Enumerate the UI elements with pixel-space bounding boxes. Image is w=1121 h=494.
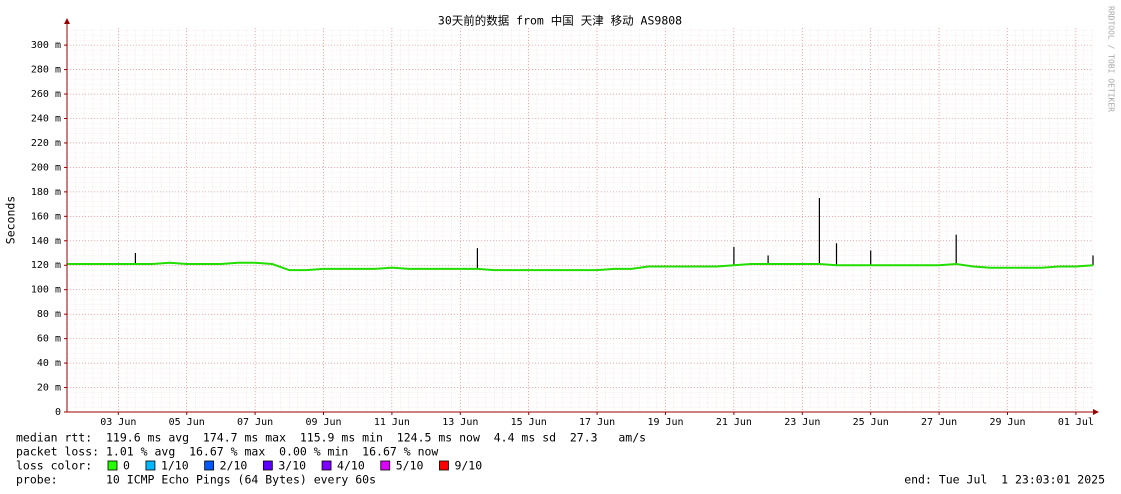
loss-legend-label: 9/10 [454,459,482,473]
x-tick-label: 15 Jun [511,417,547,428]
x-tick-label: 19 Jun [647,417,683,428]
x-tick-label: 21 Jun [716,417,752,428]
y-tick-label: 0 [55,407,61,418]
loss-legend: 0 1/10 2/10 3/10 4/10 5/10 9/10 [107,459,482,473]
x-tick-label: 05 Jun [169,417,205,428]
x-tick-label: 13 Jun [442,417,478,428]
y-tick-label: 160 m [31,211,61,222]
loss-color-label: loss color: [16,459,92,473]
minor-grid [67,28,1093,412]
plot [67,197,1094,272]
loss-swatch [380,460,391,471]
loss-legend-label: 2/10 [220,459,248,473]
x-tick-label: 07 Jun [237,417,273,428]
y-tick-label: 140 m [31,236,61,247]
loss-swatch [262,460,273,471]
watermark: RRDTOOL / TOBI OETIKER [1107,6,1116,112]
x-tick-label: 23 Jun [784,417,820,428]
loss-legend-label: 4/10 [337,459,365,473]
y-tick-label: 200 m [31,162,61,173]
loss-swatch [321,460,332,471]
y-tick-label: 260 m [31,89,61,100]
stats-line: median rtt: 119.6 ms avg 174.7 ms max 11… [16,431,646,445]
median-line [67,261,1094,272]
x-tick-label: 27 Jun [921,417,957,428]
y-tick-label: 280 m [31,65,61,76]
x-tick-label: 11 Jun [374,417,410,428]
loss-swatch [107,460,118,471]
y-tick-label: 20 m [37,383,61,394]
probe: probe: 10 ICMP Echo Pings (64 Bytes) eve… [16,473,376,487]
y-tick-label: 100 m [31,285,61,296]
stats-line: packet loss: 1.01 % avg 16.67 % max 0.00… [16,445,438,459]
loss-legend-label: 5/10 [396,459,424,473]
grid [64,28,1093,415]
x-tick-label: 03 Jun [100,417,136,428]
end-time: end: Tue Jul 1 23:03:01 2025 [904,473,1105,487]
loss-legend-label: 0 [123,459,130,473]
x-tick-label: 25 Jun [853,417,889,428]
loss-legend-label: 3/10 [278,459,306,473]
y-tick-label: 60 m [37,334,61,345]
y-tick-label: 40 m [37,358,61,369]
loss-swatch [145,460,156,471]
y-tick-label: 80 m [37,309,61,320]
x-tick-label: 29 Jun [989,417,1025,428]
x-tick-label: 01 Jul [1058,417,1094,428]
loss-swatch [439,460,449,471]
x-tick-label: 09 Jun [305,417,341,428]
y-tick-label: 300 m [31,40,61,51]
y-tick-label: 240 m [31,113,61,124]
y-tick-label: 180 m [31,187,61,198]
y-tick-label: 220 m [31,138,61,149]
y-tick-label: 120 m [31,260,61,271]
chart-title: 30天前的数据 from 中国 天津 移动 AS9808 [438,14,682,28]
y-axis-label: Seconds [4,196,18,244]
loss-legend-label: 1/10 [161,459,189,473]
x-tick-label: 17 Jun [579,417,615,428]
loss-swatch [204,460,215,471]
